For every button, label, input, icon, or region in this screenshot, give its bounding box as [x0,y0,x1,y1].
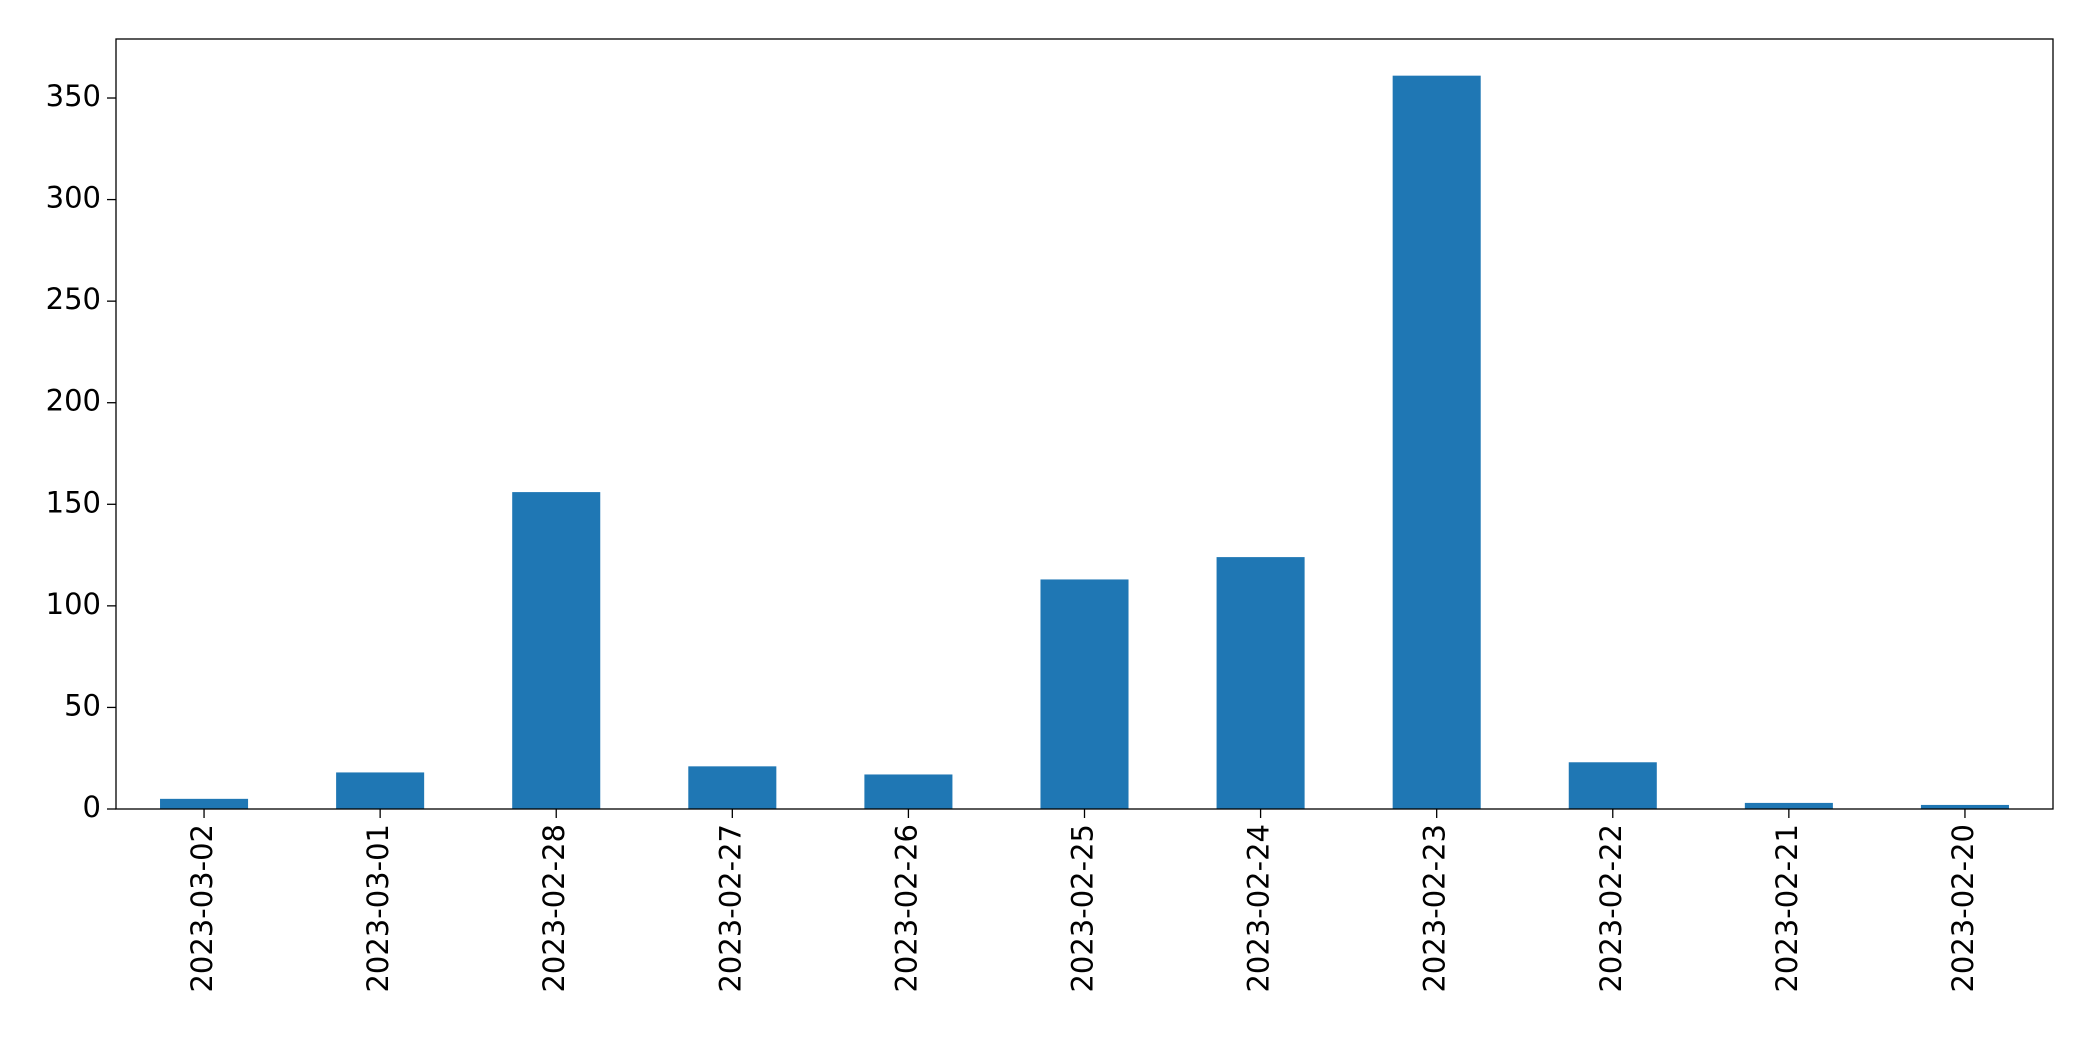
x-tick-label: 2023-02-23 [1418,824,1452,993]
bar [336,772,425,809]
bar [688,766,777,809]
y-tick-label: 150 [46,485,101,519]
x-tick-label: 2023-03-01 [361,824,395,993]
bar [1568,762,1657,809]
x-tick-label: 2023-02-21 [1770,824,1804,993]
y-tick-label: 200 [46,384,101,418]
y-tick-label: 350 [46,79,101,113]
plot-frame [115,38,2054,810]
bar [864,774,953,809]
y-tick-label: 300 [46,181,101,215]
y-tick-label: 0 [83,790,101,824]
x-tick-label: 2023-03-02 [185,824,219,993]
y-tick-label: 100 [46,587,101,621]
bar [160,798,249,809]
bar [1392,75,1481,809]
bar [1920,804,2009,809]
bar [512,492,601,809]
x-tick-label: 2023-02-27 [713,824,747,993]
x-tick-label: 2023-02-20 [1946,824,1980,993]
y-tick-label: 250 [46,282,101,316]
x-tick-label: 2023-02-25 [1066,824,1100,993]
y-tick-label: 50 [64,688,101,722]
x-tick-label: 2023-02-28 [537,824,571,993]
bar [1040,579,1129,809]
x-tick-label: 2023-02-26 [889,824,923,993]
bar [1216,557,1305,809]
x-tick-label: 2023-02-22 [1594,824,1628,993]
bar [1744,802,1833,809]
x-tick-label: 2023-02-24 [1242,824,1276,993]
